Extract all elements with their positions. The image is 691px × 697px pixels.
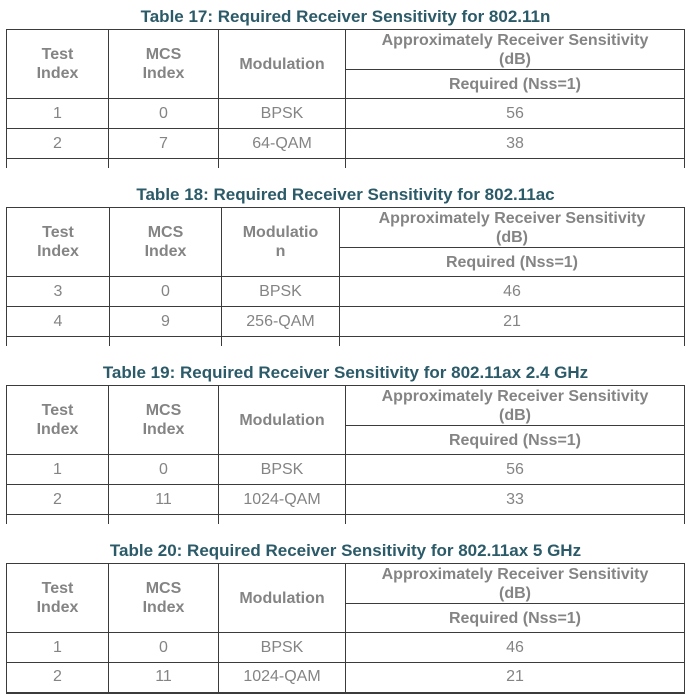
cell-test-index: 1: [6, 98, 109, 129]
header-sensitivity: Approximately Receiver Sensitivity (dB): [339, 207, 685, 248]
cell-mcs-index: 7: [108, 128, 219, 159]
table-row: 3 0 BPSK 46: [6, 276, 685, 307]
cell-mcs-index: 0: [108, 454, 219, 485]
table-row: 2 7 64-QAM 38: [6, 128, 685, 159]
header-test-index: Test Index: [6, 207, 110, 277]
table-title: Table 19: Required Receiver Sensitivity …: [102, 363, 589, 382]
header-sensitivity: Approximately Receiver Sensitivity (dB): [345, 385, 685, 426]
header-required: Required (Nss=1): [345, 69, 685, 99]
table-row: 1 0 BPSK 46: [6, 632, 685, 663]
header-test-index: Test Index: [6, 563, 109, 633]
table-row: 1 0 BPSK 56: [6, 98, 685, 129]
header-row-bottom: Required (Nss=1): [7, 425, 685, 455]
cell-sensitivity: 56: [345, 98, 685, 129]
table-row: 2 11 1024-QAM 33: [6, 484, 685, 515]
cell-mcs-index: 11: [108, 662, 219, 693]
cell-test-index: 2: [6, 484, 109, 515]
table-row: 2 11 1024-QAM 21: [6, 662, 685, 693]
header-modulation: Modulation: [218, 385, 346, 455]
cell-modulation: 1024-QAM: [218, 484, 346, 515]
cell-test-index: 3: [6, 276, 110, 307]
header-test-index: Test Index: [6, 29, 109, 99]
header-mcs-index: MCS Index: [108, 563, 219, 633]
sensitivity-table-802-11ax-5ghz: Test Index MCS Index Modulation Approxim…: [6, 563, 685, 694]
table-title: Table 17: Required Receiver Sensitivity …: [140, 7, 551, 26]
cell-mcs-index: 0: [109, 276, 222, 307]
table-clip: Test Index MCS Index Modulation Approxim…: [0, 563, 691, 694]
header-required: Required (Nss=1): [345, 425, 685, 455]
header-mcs-index: MCS Index: [108, 385, 219, 455]
cell-modulation: BPSK: [218, 632, 346, 663]
header-row-top: Test Index MCS Index Modulation Approxim…: [6, 385, 685, 455]
cell-test-index: 2: [6, 128, 109, 159]
header-row-top: Test Index MCS Index Modulation Approxim…: [6, 29, 685, 99]
cell-sensitivity: 21: [345, 662, 685, 693]
clipped-partial-row: [6, 336, 685, 346]
cell-modulation: 64-QAM: [218, 128, 346, 159]
cell-mcs-index: 9: [109, 306, 222, 337]
cell-modulation: BPSK: [218, 98, 346, 129]
table-row: 1 0 BPSK 56: [6, 454, 685, 485]
header-test-index: Test Index: [6, 385, 109, 455]
header-row-top: Test Index MCS Index Modulation Approxim…: [6, 563, 685, 633]
cell-modulation: BPSK: [218, 454, 346, 485]
cell-sensitivity: 46: [339, 276, 685, 307]
header-required: Required (Nss=1): [345, 603, 685, 633]
table-clip: Test Index MCS Index Modulation Approxim…: [0, 29, 691, 168]
sensitivity-table-802-11ax-2-4ghz: Test Index MCS Index Modulation Approxim…: [6, 385, 685, 524]
table-clip: Test Index MCS Index Modulation Approxim…: [0, 385, 691, 524]
header-row-top: Test Index MCS Index Modulatio n Approxi…: [6, 207, 685, 277]
header-modulation: Modulation: [218, 29, 346, 99]
cell-modulation: 1024-QAM: [218, 662, 346, 693]
header-sensitivity: Approximately Receiver Sensitivity (dB): [345, 563, 685, 604]
cell-modulation: BPSK: [221, 276, 340, 307]
header-row-bottom: Required (Nss=1): [7, 69, 685, 99]
clipped-partial-row: [6, 514, 685, 524]
header-modulation: Modulation: [218, 563, 346, 633]
cell-mcs-index: 0: [108, 632, 219, 663]
table-clip: Test Index MCS Index Modulatio n Approxi…: [0, 207, 691, 346]
cell-test-index: 4: [6, 306, 110, 337]
cell-sensitivity: 21: [339, 306, 685, 337]
header-modulation: Modulatio n: [221, 207, 340, 277]
header-sensitivity: Approximately Receiver Sensitivity (dB): [345, 29, 685, 70]
sensitivity-table-802-11ac: Test Index MCS Index Modulatio n Approxi…: [6, 207, 685, 346]
cell-modulation: 256-QAM: [221, 306, 340, 337]
cell-sensitivity: 38: [345, 128, 685, 159]
table-title: Table 18: Required Receiver Sensitivity …: [136, 185, 555, 204]
cell-mcs-index: 0: [108, 98, 219, 129]
header-mcs-index: MCS Index: [109, 207, 222, 277]
cell-sensitivity: 33: [345, 484, 685, 515]
table-title: Table 20: Required Receiver Sensitivity …: [109, 541, 582, 560]
document: Table 17: Required Receiver Sensitivity …: [0, 7, 691, 694]
clipped-partial-row: [6, 158, 685, 168]
table-20-section: Table 20: Required Receiver Sensitivity …: [0, 541, 691, 694]
header-row-bottom: Required (Nss=1): [7, 603, 685, 633]
cell-mcs-index: 11: [108, 484, 219, 515]
cell-sensitivity: 46: [345, 632, 685, 663]
table-19-section: Table 19: Required Receiver Sensitivity …: [0, 363, 691, 524]
cell-test-index: 1: [6, 454, 109, 485]
sensitivity-table-802-11n: Test Index MCS Index Modulation Approxim…: [6, 29, 685, 168]
table-row: 4 9 256-QAM 21: [6, 306, 685, 337]
cell-test-index: 2: [6, 662, 109, 693]
header-required: Required (Nss=1): [339, 247, 685, 277]
cell-test-index: 1: [6, 632, 109, 663]
header-row-bottom: Required (Nss=1): [7, 247, 685, 277]
cell-sensitivity: 56: [345, 454, 685, 485]
table-17-section: Table 17: Required Receiver Sensitivity …: [0, 7, 691, 168]
header-mcs-index: MCS Index: [108, 29, 219, 99]
table-18-section: Table 18: Required Receiver Sensitivity …: [0, 185, 691, 346]
